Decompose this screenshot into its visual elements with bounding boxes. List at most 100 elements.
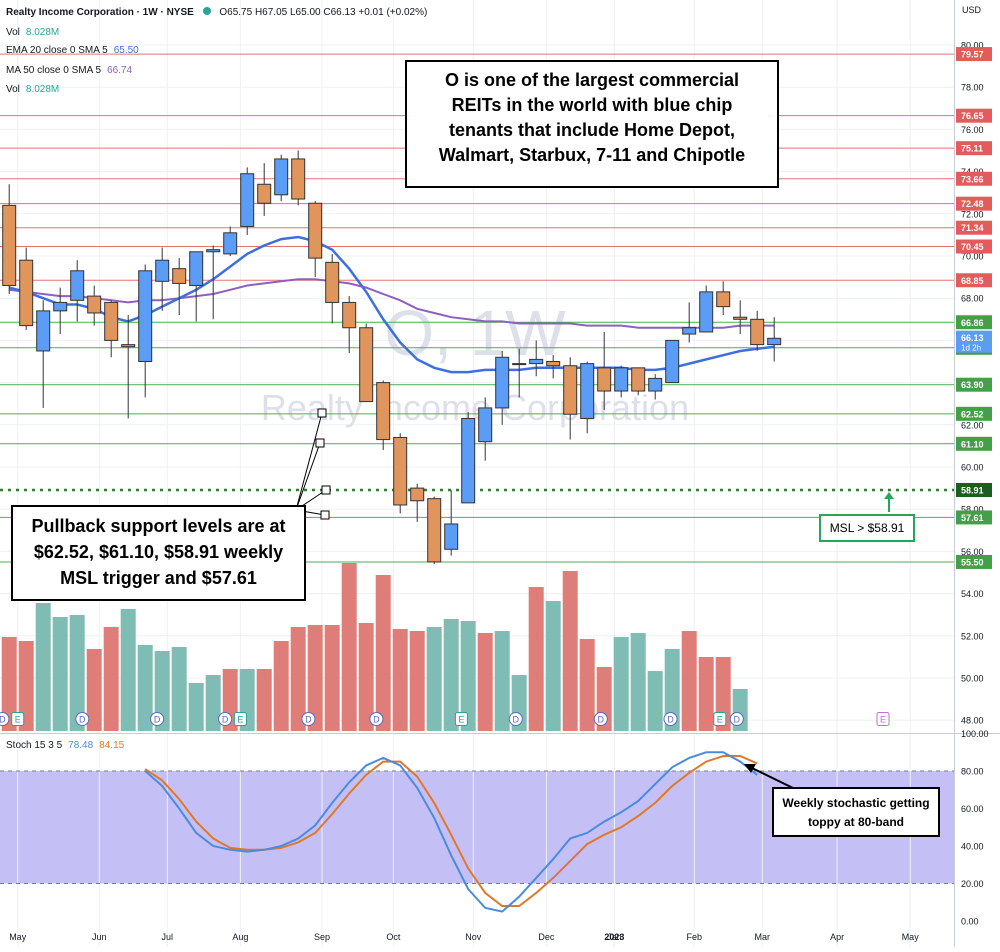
volume-bar — [18, 641, 34, 731]
company-description-callout: O is one of the largest commercial REITs… — [405, 60, 779, 188]
candle — [614, 365, 629, 398]
candle-body — [529, 358, 544, 365]
candle — [461, 412, 476, 504]
candle-body — [648, 377, 663, 392]
candle-body — [631, 367, 646, 392]
volume-bar — [205, 675, 221, 731]
dividend-marker: D — [301, 712, 316, 726]
candle-body — [53, 301, 68, 312]
candle — [53, 287, 68, 335]
candle — [138, 264, 153, 398]
price-axis-tick: 50.00 — [961, 674, 984, 684]
volume-bar — [630, 633, 646, 731]
candle-body — [733, 316, 748, 320]
stoch-arrow-shaft — [751, 767, 794, 789]
connector-anchor — [320, 510, 330, 520]
volume-bar — [647, 671, 663, 731]
candle — [733, 300, 748, 335]
candle-body — [546, 361, 561, 367]
volume-bar — [562, 571, 578, 731]
stoch-axis-tick: 80.00 — [961, 767, 984, 777]
candle — [70, 260, 85, 322]
candle — [597, 331, 612, 411]
level-price-label: 55.50 — [961, 557, 984, 567]
legend-stoch-k: 78.48 — [68, 740, 94, 751]
callout-line: REITs in the world with blue chip — [451, 95, 733, 115]
dividend-marker-label: D — [598, 715, 605, 725]
dividend-marker-circle — [301, 712, 316, 726]
volume-bar — [103, 627, 119, 731]
candle-body — [308, 202, 323, 259]
level-price-label: 61.10 — [961, 439, 984, 449]
dividend-marker-label: D — [667, 715, 674, 725]
candle-body — [580, 363, 595, 419]
candle-body — [104, 301, 119, 341]
candle — [308, 201, 323, 278]
chart-header: Realty Income Corporation · 1W · NYSE O6… — [6, 7, 427, 19]
time-axis-label: Aug — [232, 932, 248, 942]
candle-body — [444, 523, 459, 550]
level-price-label: 75.11 — [961, 144, 983, 154]
volume-bar — [460, 621, 476, 731]
earnings-marker: E — [233, 712, 247, 726]
candle-body — [699, 291, 714, 333]
level-price-tag — [956, 108, 992, 123]
dividend-marker-circle — [593, 712, 608, 726]
support-levels-callout: Pullback support levels are at $62.52, $… — [11, 505, 306, 601]
dividend-marker: D — [663, 712, 678, 726]
volume-bar — [426, 627, 442, 731]
time-axis-label: Nov — [465, 932, 482, 942]
candle-body — [325, 261, 340, 303]
dividend-marker-label: D — [513, 715, 520, 725]
earnings-marker: E — [876, 712, 890, 726]
earnings-marker: E — [713, 712, 727, 726]
earnings-marker-box — [233, 712, 247, 726]
candle — [393, 433, 408, 514]
price-axis-tick: 58.00 — [961, 505, 984, 515]
last-price-tag — [956, 330, 992, 353]
price-axis-tick: 60.00 — [961, 463, 984, 473]
price-axis-tick: 80.00 — [961, 41, 984, 51]
time-axis-label: Jun — [92, 932, 107, 942]
candle-body — [478, 407, 493, 443]
stoch-k-line — [144, 751, 758, 913]
candle — [665, 339, 680, 384]
ohlc-values: O65.75 H67.05 L65.00 C66.13 +0.01 (+0.02… — [219, 7, 428, 18]
candle — [206, 245, 221, 320]
level-price-label: 57.61 — [961, 513, 984, 523]
level-price-tag — [956, 196, 992, 211]
time-axis-label: Apr — [830, 932, 844, 942]
level-price-tag — [956, 239, 992, 254]
candle — [699, 285, 714, 333]
level-price-label: 62.52 — [961, 409, 984, 419]
level-price-tag — [956, 171, 992, 186]
level-price-tag — [956, 47, 992, 62]
candle — [359, 323, 374, 403]
legend-vol2-label: Vol — [6, 84, 20, 95]
candle-body — [206, 249, 221, 253]
legend-vol-value: 8.028M — [25, 27, 60, 38]
candle — [19, 247, 34, 330]
legend-ema: EMA 20 close 0 SMA 5 65.50 — [6, 45, 139, 57]
level-price-tag — [956, 554, 992, 569]
candle — [274, 154, 289, 202]
candle — [427, 496, 442, 565]
time-axis-label: 2023 — [604, 932, 624, 942]
dividend-marker-label: D — [154, 715, 161, 725]
volume-bar — [545, 601, 561, 731]
candle — [172, 258, 187, 316]
dividend-marker-circle — [369, 712, 384, 726]
candle-body — [427, 498, 442, 563]
candle — [376, 380, 391, 451]
volume-bar — [409, 631, 425, 731]
dividend-marker: D — [150, 712, 165, 726]
level-price-tag — [956, 406, 992, 421]
candle-body — [682, 327, 697, 335]
candle-body — [393, 436, 408, 506]
level-price-label: 79.57 — [961, 50, 984, 60]
candle-body — [87, 295, 102, 314]
volume-bars — [1, 563, 748, 731]
dividend-marker: D — [508, 712, 523, 726]
candle-body — [495, 356, 510, 409]
